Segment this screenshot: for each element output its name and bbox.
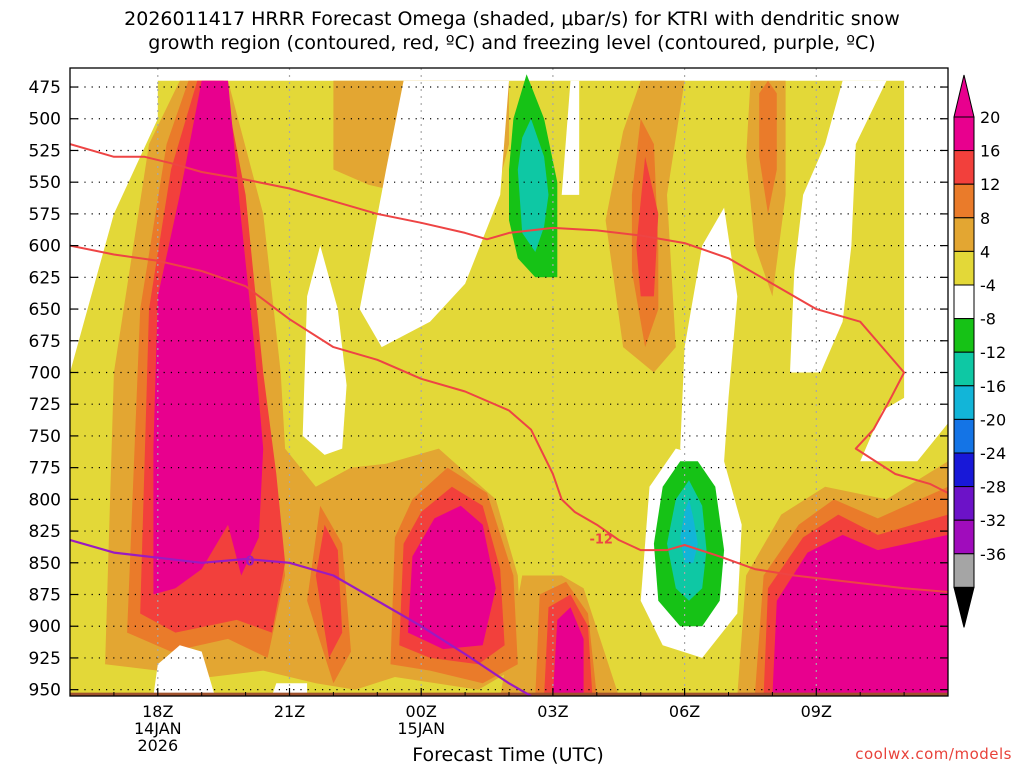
colorbar-label-1: 16 [980, 142, 1000, 161]
colorbar-swatch-0 [953, 116, 975, 152]
colorbar-label-12: -32 [980, 511, 1006, 530]
y-tick-label-525: 525 [29, 141, 61, 161]
omega-region-neg4-33 [153, 645, 215, 696]
y-tick-label-675: 675 [29, 332, 61, 352]
contour-labels-layer: 0 -12 [245, 533, 613, 570]
colorbar-swatch-7 [953, 351, 975, 387]
colorbar-label-0: 20 [980, 108, 1000, 127]
y-tick-label-825: 825 [29, 522, 61, 542]
colorbar-label-6: -8 [980, 310, 996, 329]
omega-region-12-12 [759, 80, 777, 214]
x-tick-label-13-0: 06Z [669, 702, 700, 721]
x-tick-label-1-2: 2026 [137, 736, 178, 755]
y-tick-label-900: 900 [29, 617, 61, 637]
freezing-level-line [70, 538, 532, 696]
omega-region-neg4-28 [680, 207, 738, 487]
y-tick-label-550: 550 [29, 173, 61, 193]
y-tick-label-625: 625 [29, 268, 61, 288]
x-tick-label-4-0: 21Z [274, 702, 305, 721]
colorbar-swatch-9 [953, 418, 975, 454]
colorbar: 20 16 12 8 4 -4 -8 -12 -16 -20 -24 -28 -32 -36 [953, 74, 1006, 628]
omega-shading-layer [70, 74, 948, 696]
y-tick-label-875: 875 [29, 586, 61, 606]
omega-region-neg4-31 [860, 372, 948, 462]
colorbar-label-8: -16 [980, 377, 1006, 396]
y-tick-label-800: 800 [29, 490, 61, 510]
x-tick-label-7-0: 00Z [406, 702, 437, 721]
dendritic-contour-line-0 [70, 143, 948, 494]
y-tick-label-925: 925 [29, 649, 61, 669]
y-tick-label-850: 850 [29, 554, 61, 574]
colorbar-label-5: -4 [980, 276, 996, 295]
source-credit: coolwx.com/models [855, 745, 1012, 763]
omega-region-neg4-27 [561, 80, 580, 195]
colorbar-label-11: -28 [980, 478, 1006, 497]
colorbar-label-13: -36 [980, 545, 1006, 564]
colorbar-label-9: -20 [980, 410, 1006, 429]
colorbar-swatch-6 [953, 318, 975, 353]
x-tick-label-10-0: 03Z [537, 702, 568, 721]
omega-region-neg4-25 [302, 245, 347, 455]
colorbar-swatch-8 [953, 385, 975, 420]
y-tick-label-650: 650 [29, 300, 61, 320]
y-axis: 475 500 525 550 575 600 625 650 675 700 725 750 775 8… [29, 78, 948, 701]
x-tick-label-16-0: 09Z [801, 702, 832, 721]
x-tick-label-1-1: 14JAN [134, 719, 182, 738]
chart-title-line1: 2026011417 HRRR Forecast Omega (shaded, … [124, 8, 900, 30]
y-tick-label-600: 600 [29, 237, 61, 257]
chart-title-line2: growth region (contoured, red, ºC) and f… [148, 32, 876, 54]
colorbar-label-10: -24 [980, 444, 1006, 463]
x-axis-title: Forecast Time (UTC) [412, 744, 604, 766]
colorbar-swatch-12 [953, 519, 975, 555]
omega-region-16-18 [636, 156, 659, 297]
colorbar-label-2: 12 [980, 175, 1000, 194]
colorbar-bottom-triangle [953, 586, 975, 628]
y-tick-label-750: 750 [29, 427, 61, 447]
colorbar-swatch-1 [953, 150, 975, 185]
omega-region-20-24 [772, 534, 948, 696]
dendritic-contour-line-1 [70, 244, 948, 593]
y-tick-label-700: 700 [29, 363, 61, 383]
contour-label-1: -12 [589, 533, 613, 548]
contour-label-0: 0 [245, 554, 254, 569]
colorbar-swatch-4 [953, 250, 975, 286]
colorbar-top-triangle [953, 74, 975, 118]
omega-region-16-16 [315, 524, 343, 658]
omega-region-neg4-32 [917, 80, 948, 373]
omega-region-neg4-26 [359, 80, 509, 348]
colorbar-swatch-5 [953, 284, 975, 320]
x-tick-label-7-1: 15JAN [397, 719, 445, 738]
colorbar-swatch-2 [953, 183, 975, 219]
omega-region-20-21 [153, 80, 264, 595]
y-tick-label-500: 500 [29, 110, 61, 130]
omega-region-neg12-37 [517, 118, 549, 252]
colorbar-label-4: 4 [980, 242, 990, 261]
y-tick-label-950: 950 [29, 681, 61, 701]
y-tick-label-775: 775 [29, 459, 61, 479]
omega-region-20-22 [408, 505, 496, 650]
y-tick-label-725: 725 [29, 395, 61, 415]
contour-lines-layer [70, 143, 948, 696]
omega-region-neg4-29 [790, 80, 887, 373]
colorbar-label-3: 8 [980, 209, 990, 228]
y-tick-label-475: 475 [29, 78, 61, 98]
colorbar-label-7: -12 [980, 343, 1006, 362]
y-tick-label-575: 575 [29, 205, 61, 225]
colorbar-swatch-11 [953, 486, 975, 521]
colorbar-swatch-3 [953, 217, 975, 252]
colorbar-swatch-10 [953, 452, 975, 488]
colorbar-swatch-13 [953, 553, 975, 588]
x-tick-label-1-0: 18Z [142, 702, 173, 721]
omega-region-20-23 [552, 607, 584, 696]
